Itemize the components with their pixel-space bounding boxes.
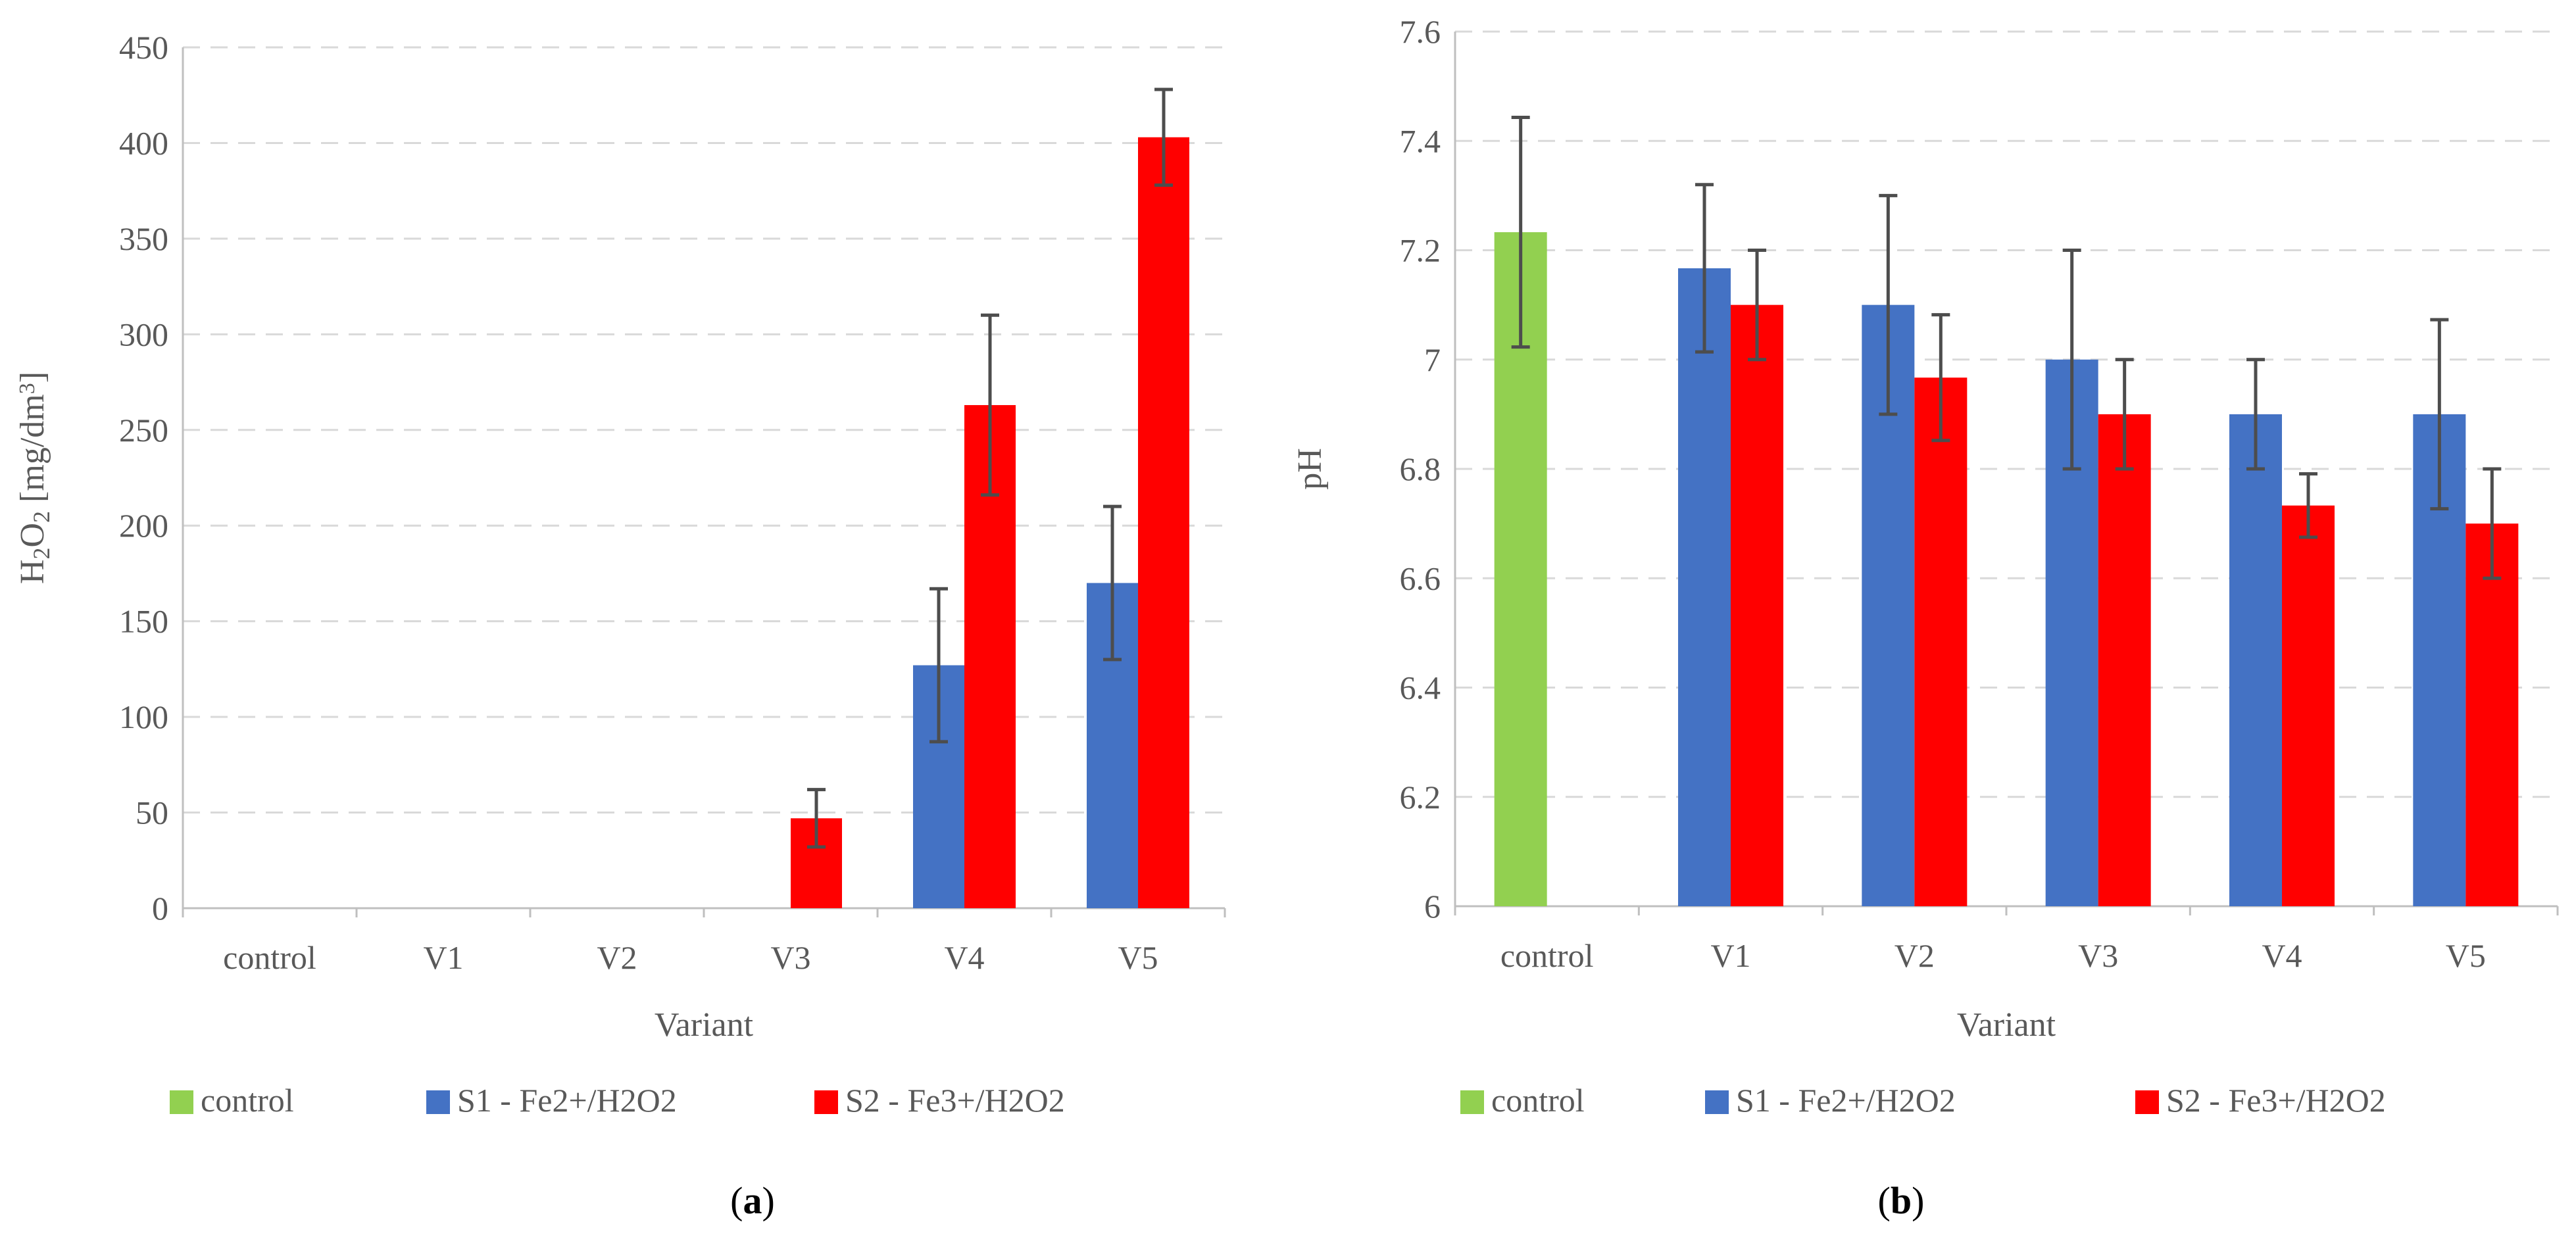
legend-label: S1 - Fe2+/H2O2: [457, 1082, 677, 1119]
x-axis-title: Variant: [655, 1006, 754, 1044]
bar: [1678, 268, 1731, 906]
bar: [1138, 137, 1189, 908]
bar: [1914, 377, 1968, 906]
legend-swatch: [814, 1090, 838, 1114]
y-axis-title: H2O2 [mg/dm3]: [14, 372, 55, 584]
bar: [2098, 414, 2151, 906]
x-tick-label: V5: [1118, 939, 1158, 976]
y-tick-label: 7.4: [1400, 122, 1441, 159]
x-tick-label: V1: [423, 939, 463, 976]
legend-label: control: [201, 1082, 294, 1119]
y-tick-label: 7.2: [1400, 232, 1441, 269]
y-tick-label: 300: [119, 316, 168, 352]
y-tick-label: 6.2: [1400, 779, 1441, 815]
y-tick-label: 200: [119, 507, 168, 544]
x-tick-label: V1: [1710, 937, 1750, 974]
legend-label: S1 - Fe2+/H2O2: [1736, 1082, 1956, 1119]
y-tick-label: 350: [119, 220, 168, 257]
y-tick-label: 7: [1424, 341, 1441, 378]
x-tick-label: control: [1500, 937, 1594, 974]
x-tick-label: V4: [944, 939, 984, 976]
x-tick-label: V5: [2446, 937, 2486, 974]
y-tick-label: 100: [119, 698, 168, 735]
x-tick-label: V4: [2262, 937, 2302, 974]
chart-panel-a: 0 50 100 150 200 250 300 350 400 450 control V1 V2 V3…: [14, 29, 1226, 1222]
y-tick-label: 50: [136, 794, 168, 831]
y-tick-label: 6: [1424, 888, 1441, 925]
bar: [2229, 414, 2282, 906]
legend-label: S2 - Fe3+/H2O2: [845, 1082, 1065, 1119]
y-tick-label: 150: [119, 603, 168, 640]
x-tick-label: control: [223, 939, 316, 976]
legend-swatch: [2135, 1090, 2159, 1114]
legend-swatch: [1705, 1090, 1729, 1114]
bar: [2282, 505, 2335, 906]
legend-label: control: [1491, 1082, 1585, 1119]
y-tick-label: 6.4: [1400, 669, 1441, 706]
x-tick-label: V2: [597, 939, 637, 976]
y-axis-title: pH: [1291, 448, 1329, 490]
x-axis-title: Variant: [1957, 1006, 2056, 1044]
y-tick-label: 450: [119, 29, 168, 66]
y-tick-label: 0: [152, 890, 168, 927]
x-tick-label: V3: [770, 939, 810, 976]
panel-label: (a): [730, 1179, 775, 1222]
y-tick-label: 6.6: [1400, 560, 1441, 596]
y-tick-label: 250: [119, 412, 168, 449]
panel-label: (b): [1878, 1179, 1925, 1222]
legend-swatch: [426, 1090, 450, 1114]
x-tick-label: V2: [1895, 937, 1935, 974]
y-tick-label: 400: [119, 124, 168, 161]
x-tick-label: V3: [2078, 937, 2118, 974]
chart-panel-b: 6 6.2 6.4 6.6 6.8 7 7.2 7.4 7.6 control V1 V2 V3 V4 V5…: [1291, 13, 2559, 1222]
legend-swatch: [1460, 1090, 1484, 1114]
bar: [2465, 523, 2519, 906]
legend-swatch: [170, 1090, 193, 1114]
legend-label: S2 - Fe3+/H2O2: [2166, 1082, 2386, 1119]
y-tick-label: 7.6: [1400, 13, 1441, 50]
bar: [1731, 304, 1783, 906]
y-tick-label: 6.8: [1400, 450, 1441, 487]
